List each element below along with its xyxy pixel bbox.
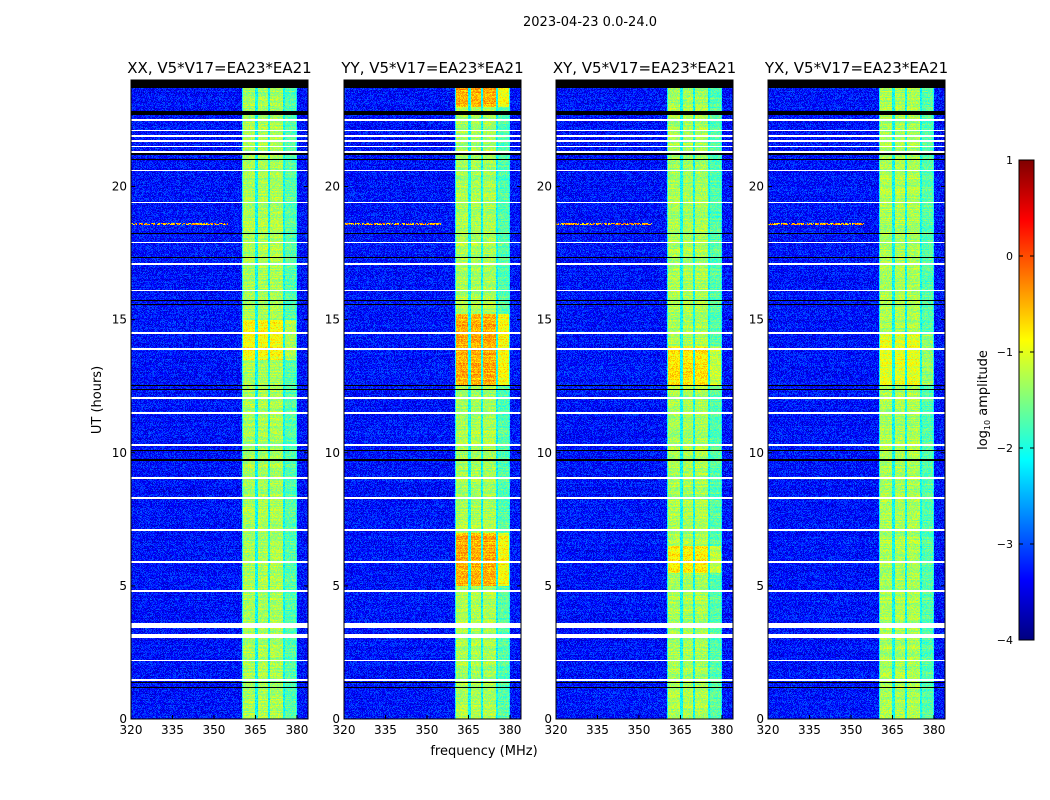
colorbar-tick-label: 1: [1006, 154, 1013, 167]
panel-title: XX, V5*V17=EA23*EA21: [127, 59, 311, 77]
y-tick-label: 10: [537, 446, 552, 460]
spectrogram-2: [556, 80, 733, 719]
y-tick-label: 0: [332, 712, 340, 726]
x-tick-label: 380: [922, 723, 945, 737]
x-axis-label: frequency (MHz): [430, 744, 537, 759]
colorbar-tick-label: −4: [997, 634, 1013, 647]
y-tick-label: 0: [119, 712, 127, 726]
y-axis-label: UT (hours): [90, 366, 105, 434]
x-tick-label: 365: [457, 723, 480, 737]
panel-title: YX, V5*V17=EA23*EA21: [764, 59, 948, 77]
x-tick-label: 335: [586, 723, 609, 737]
x-tick-label: 350: [628, 723, 651, 737]
x-tick-label: 320: [545, 723, 568, 737]
colorbar-tick-label: −3: [997, 538, 1013, 551]
x-tick-label: 335: [798, 723, 821, 737]
x-tick-label: 365: [881, 723, 904, 737]
y-tick-label: 15: [112, 313, 127, 327]
x-tick-label: 365: [244, 723, 267, 737]
spectrogram-3: [768, 80, 945, 719]
panel-title: YY, V5*V17=EA23*EA21: [340, 59, 523, 77]
y-tick-label: 5: [544, 579, 552, 593]
y-tick-label: 15: [325, 313, 340, 327]
y-tick-label: 10: [112, 446, 127, 460]
x-tick-label: 380: [498, 723, 521, 737]
y-tick-label: 0: [544, 712, 552, 726]
colorbar-label-sub: 10: [983, 420, 992, 430]
figure-title: 2023-04-23 0.0-24.0: [523, 15, 657, 30]
x-tick-label: 320: [757, 723, 780, 737]
y-tick-label: 10: [325, 446, 340, 460]
y-tick-label: 20: [749, 180, 764, 194]
colorbar-label-log: log: [976, 430, 991, 450]
x-tick-label: 350: [840, 723, 863, 737]
x-tick-label: 350: [203, 723, 226, 737]
y-tick-label: 20: [537, 180, 552, 194]
x-tick-label: 335: [161, 723, 184, 737]
panel-frame: [767, 79, 946, 720]
x-tick-label: 380: [285, 723, 308, 737]
panel-frame: [555, 79, 734, 720]
panel-frame: [130, 79, 309, 720]
panel-frame: [343, 79, 522, 720]
x-tick-label: 365: [669, 723, 692, 737]
y-tick-label: 15: [537, 313, 552, 327]
colorbar-label: log10 amplitude: [976, 350, 992, 450]
y-tick-label: 10: [749, 446, 764, 460]
y-tick-label: 15: [749, 313, 764, 327]
x-tick-label: 350: [416, 723, 439, 737]
y-tick-label: 0: [756, 712, 764, 726]
x-tick-label: 320: [333, 723, 356, 737]
y-tick-label: 5: [756, 579, 764, 593]
colorbar-label-rest: amplitude: [976, 350, 991, 420]
panel-title: XY, V5*V17=EA23*EA21: [553, 59, 736, 77]
y-tick-label: 5: [119, 579, 127, 593]
y-tick-label: 20: [112, 180, 127, 194]
colorbar: [1019, 160, 1034, 640]
spectrogram-1: [344, 80, 521, 719]
y-tick-label: 5: [332, 579, 340, 593]
colorbar-frame: [1018, 159, 1035, 641]
svg-text:log10 amplitude: log10 amplitude: [976, 350, 992, 450]
colorbar-tick-label: 0: [1006, 250, 1013, 263]
spectrogram-0: [131, 80, 308, 719]
x-tick-label: 380: [710, 723, 733, 737]
x-tick-label: 335: [374, 723, 397, 737]
colorbar-tick-label: −1: [997, 346, 1013, 359]
colorbar-tick-label: −2: [997, 442, 1013, 455]
y-tick-label: 20: [325, 180, 340, 194]
x-tick-label: 320: [120, 723, 143, 737]
